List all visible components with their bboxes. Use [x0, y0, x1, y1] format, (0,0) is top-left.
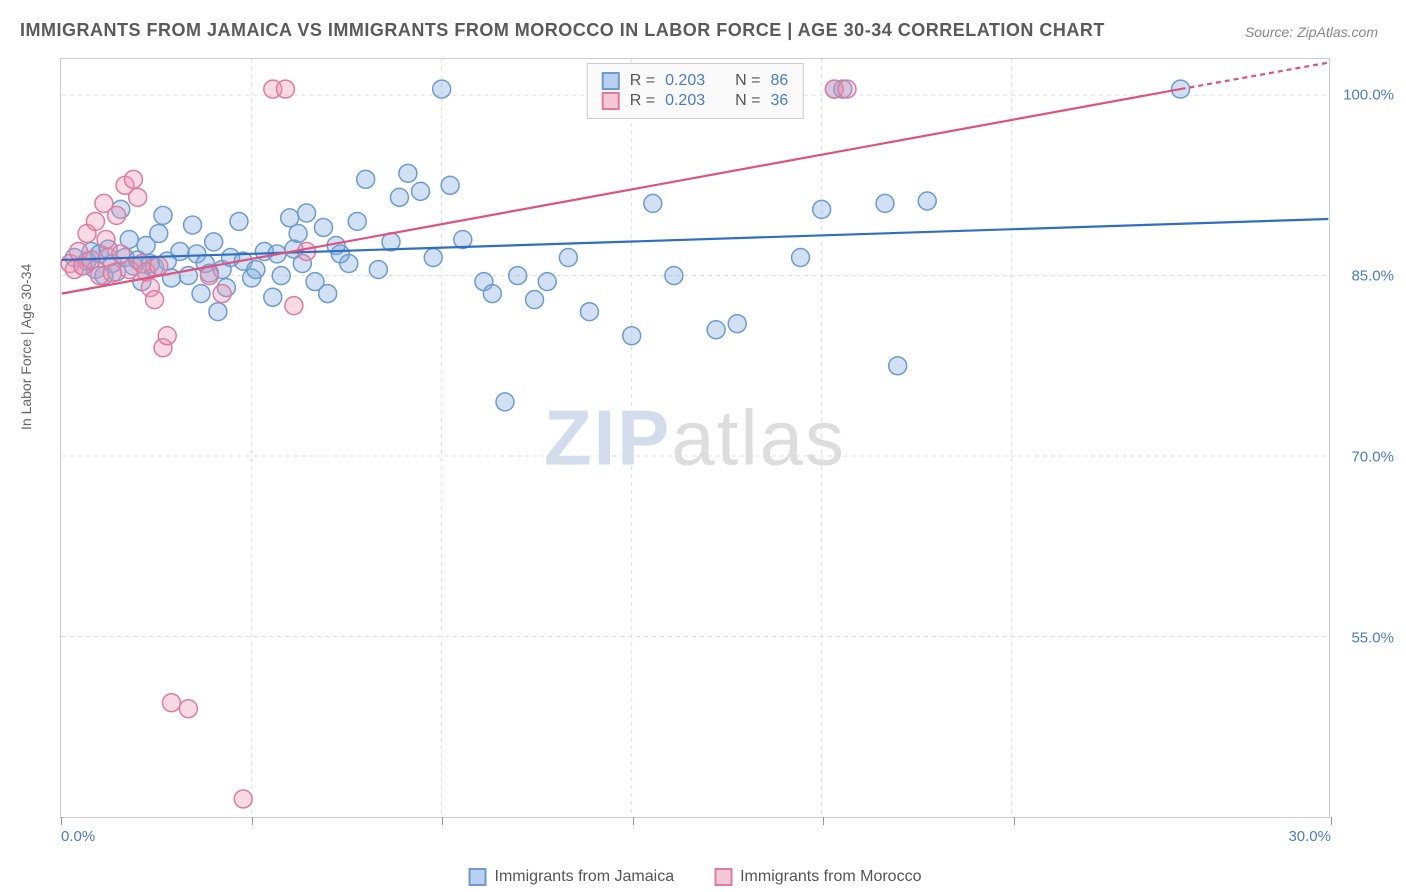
- legend-label-morocco: Immigrants from Morocco: [740, 868, 921, 886]
- ytick-label: 70.0%: [1351, 449, 1394, 466]
- n-value-0: 86: [770, 72, 788, 90]
- source-attribution: Source: ZipAtlas.com: [1245, 24, 1378, 40]
- plot-area: ZIPatlas R = 0.203 N = 86 R = 0.203 N = …: [60, 58, 1330, 818]
- ytick-label: 55.0%: [1351, 630, 1394, 647]
- legend-series: Immigrants from Jamaica Immigrants from …: [469, 868, 922, 886]
- legend-label-jamaica: Immigrants from Jamaica: [495, 868, 675, 886]
- n-label-1: N =: [735, 92, 760, 110]
- chart-title: IMMIGRANTS FROM JAMAICA VS IMMIGRANTS FR…: [20, 20, 1105, 41]
- xtick-mark: [61, 817, 62, 825]
- n-value-1: 36: [770, 92, 788, 110]
- legend-item-jamaica: Immigrants from Jamaica: [469, 868, 675, 886]
- xtick-mark: [633, 817, 634, 825]
- xtick-mark: [252, 817, 253, 825]
- r-value-1: 0.203: [665, 92, 705, 110]
- chart-svg: [61, 59, 1329, 817]
- r-value-0: 0.203: [665, 72, 705, 90]
- xtick-mark: [1014, 817, 1015, 825]
- r-label-0: R =: [630, 72, 655, 90]
- xtick-label: 0.0%: [61, 828, 95, 845]
- r-label-1: R =: [630, 92, 655, 110]
- swatch-jamaica-bottom: [469, 868, 487, 886]
- legend-correlation: R = 0.203 N = 86 R = 0.203 N = 36: [587, 63, 804, 119]
- xtick-label: 30.0%: [1288, 828, 1331, 845]
- xtick-mark: [823, 817, 824, 825]
- xtick-mark: [1331, 817, 1332, 825]
- legend-row-morocco: R = 0.203 N = 36: [602, 92, 789, 110]
- xtick-mark: [442, 817, 443, 825]
- legend-row-jamaica: R = 0.203 N = 86: [602, 72, 789, 90]
- legend-item-morocco: Immigrants from Morocco: [714, 868, 921, 886]
- n-label-0: N =: [735, 72, 760, 90]
- swatch-morocco: [602, 92, 620, 110]
- ytick-label: 100.0%: [1343, 87, 1394, 104]
- ytick-label: 85.0%: [1351, 268, 1394, 285]
- y-axis-label: In Labor Force | Age 30-34: [18, 264, 34, 430]
- swatch-jamaica: [602, 72, 620, 90]
- swatch-morocco-bottom: [714, 868, 732, 886]
